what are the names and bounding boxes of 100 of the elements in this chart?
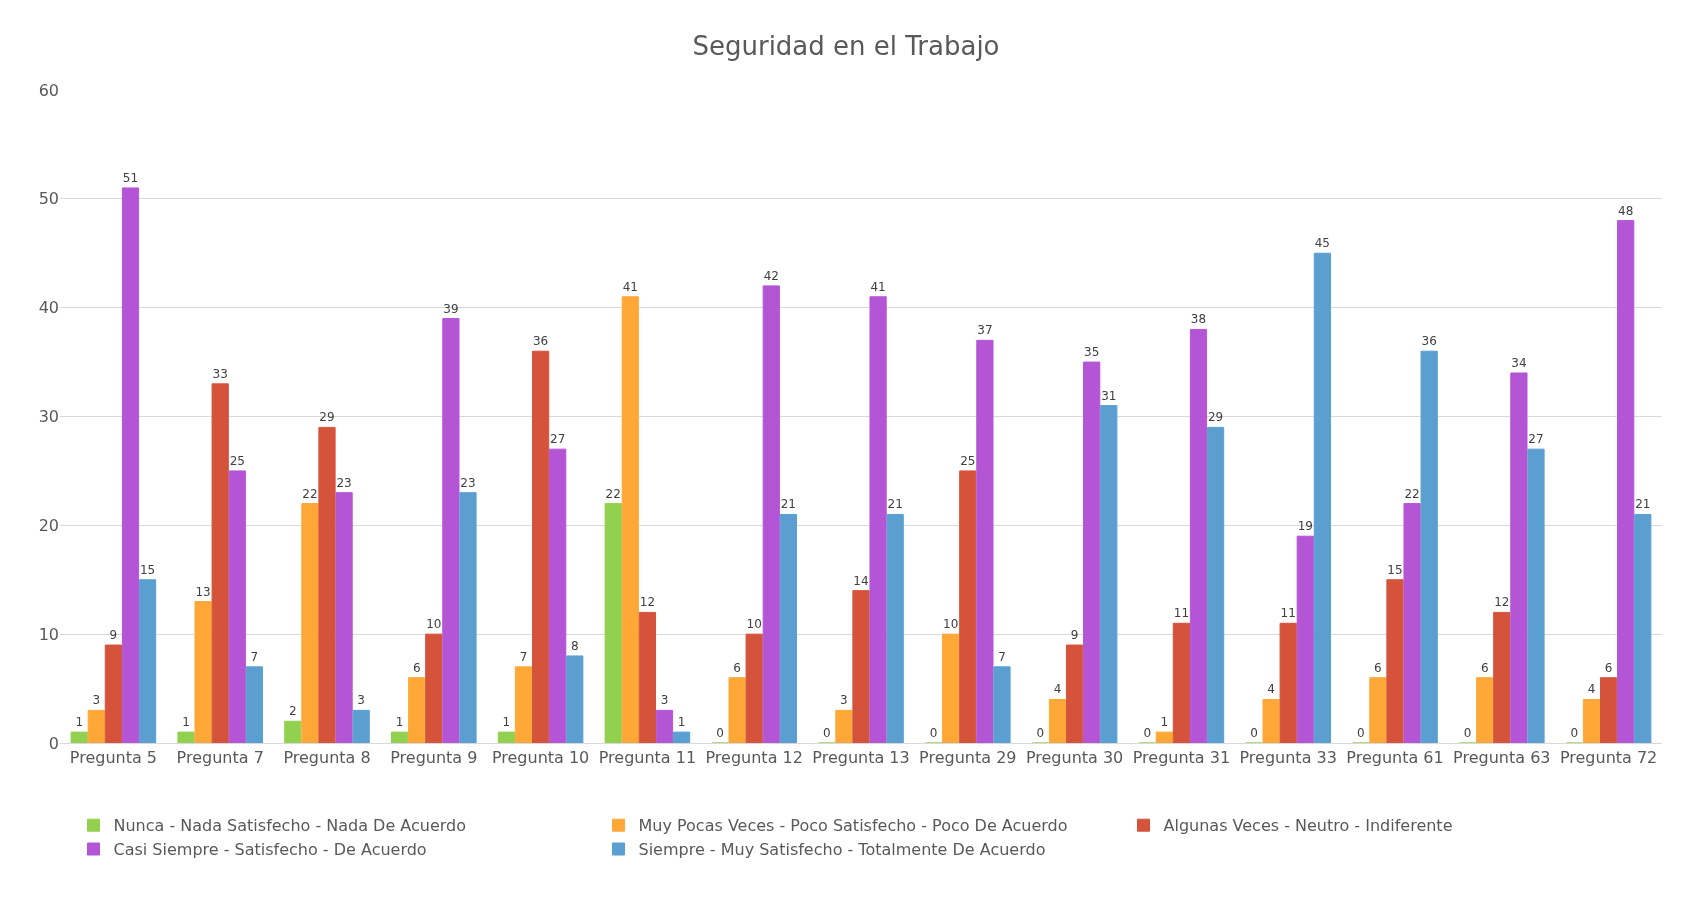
bar — [1155, 731, 1173, 743]
y-tick-label: 20 — [38, 515, 59, 535]
bar — [514, 666, 533, 743]
bar — [779, 513, 797, 743]
data-label: 8 — [570, 638, 579, 653]
data-label: 9 — [1070, 628, 1079, 643]
bar — [549, 448, 567, 743]
data-label: 6 — [1374, 660, 1382, 675]
x-tick-label: Pregunta 12 — [705, 748, 803, 768]
bar — [121, 187, 140, 743]
data-label: 0 — [716, 726, 724, 740]
bar — [1296, 535, 1314, 743]
bar — [762, 285, 780, 743]
bar — [1403, 503, 1421, 743]
data-label: 29 — [1207, 410, 1224, 425]
data-label: 6 — [1480, 660, 1489, 675]
y-tick-label: 40 — [38, 298, 59, 318]
data-label: 3 — [840, 693, 848, 708]
bar — [245, 666, 263, 743]
bar — [70, 731, 88, 743]
bar — [1493, 611, 1511, 743]
bar — [869, 296, 887, 743]
x-tick-label: Pregunta 11 — [598, 748, 697, 768]
bar — [1100, 405, 1118, 743]
data-label: 27 — [550, 432, 566, 447]
data-label: 0 — [1463, 726, 1472, 740]
bar — [604, 503, 622, 743]
data-label: 21 — [780, 497, 797, 512]
data-label: 0 — [1250, 726, 1258, 740]
x-tick-label: Pregunta 30 — [1025, 748, 1124, 768]
bar — [886, 513, 904, 743]
data-label: 10 — [746, 617, 762, 632]
data-label: 1 — [677, 715, 686, 730]
data-label: 21 — [887, 497, 903, 512]
data-label: 31 — [1101, 388, 1117, 403]
data-label: 7 — [998, 649, 1006, 664]
x-tick-label: Pregunta 29 — [919, 748, 1017, 768]
x-tick-label: Pregunta 72 — [1559, 748, 1658, 768]
x-tick-label: Pregunta 10 — [491, 748, 590, 768]
x-tick-label: Pregunta 9 — [390, 748, 478, 768]
bar — [1369, 677, 1387, 743]
legend-label: Casi Siempre - Satisfecho - De Acuerdo — [113, 840, 427, 860]
bar — [1206, 426, 1225, 743]
legend-label: Algunas Veces - Neutro - Indiferente — [1163, 816, 1453, 836]
bar — [638, 611, 657, 743]
data-label: 2 — [289, 704, 297, 719]
data-label: 51 — [122, 170, 139, 185]
data-label: 0 — [1143, 726, 1152, 740]
x-tick-label: Pregunta 7 — [176, 748, 264, 768]
bar — [959, 470, 977, 743]
data-label: 27 — [1528, 432, 1544, 447]
data-label: 29 — [319, 410, 335, 425]
data-label: 0 — [1357, 726, 1365, 740]
data-label: 36 — [532, 334, 549, 349]
data-label: 36 — [1421, 334, 1437, 349]
x-tick-label: Pregunta 8 — [283, 748, 371, 768]
bar — [1634, 513, 1652, 743]
bar — [211, 383, 229, 743]
y-tick-label: 50 — [38, 189, 59, 209]
data-label: 19 — [1297, 519, 1313, 534]
bar — [1189, 328, 1208, 743]
bar — [1048, 698, 1067, 743]
data-label: 33 — [212, 366, 228, 381]
bar — [335, 492, 353, 743]
bar — [194, 601, 212, 743]
data-label: 48 — [1618, 203, 1634, 218]
data-label: 7 — [250, 649, 259, 664]
chart-title: Seguridad en el Trabajo — [692, 30, 1000, 61]
data-label: 14 — [853, 573, 869, 588]
bar — [1172, 622, 1191, 743]
data-label: 7 — [519, 649, 528, 664]
data-label: 41 — [622, 279, 638, 294]
bar — [497, 731, 516, 743]
bar — [531, 350, 550, 743]
bar — [284, 720, 302, 743]
x-tick-label: Pregunta 61 — [1346, 748, 1444, 768]
bar — [728, 677, 746, 743]
bar — [391, 731, 409, 743]
bar — [301, 503, 319, 743]
y-tick-label: 60 — [38, 80, 59, 100]
data-label: 0 — [929, 726, 938, 740]
data-label: 0 — [1570, 726, 1579, 740]
data-label: 1 — [182, 715, 190, 730]
bar — [942, 633, 960, 743]
bar — [138, 579, 157, 743]
data-label: 41 — [870, 279, 886, 294]
data-label: 1 — [502, 715, 511, 730]
data-label: 10 — [943, 617, 959, 632]
data-label: 23 — [336, 475, 352, 490]
bar — [177, 731, 195, 743]
y-tick-label: 0 — [48, 733, 59, 753]
data-label: 34 — [1511, 355, 1527, 370]
bar — [408, 677, 426, 743]
data-label: 22 — [605, 486, 621, 501]
bar — [1582, 698, 1601, 743]
bar — [1617, 220, 1635, 743]
data-label: 3 — [92, 693, 101, 708]
legend-label: Siempre - Muy Satisfecho - Totalmente De Acuerdo — [638, 840, 1046, 860]
legend-label: Nunca - Nada Satisfecho - Nada De Acuerdo — [113, 816, 467, 836]
data-label: 4 — [1267, 682, 1275, 697]
